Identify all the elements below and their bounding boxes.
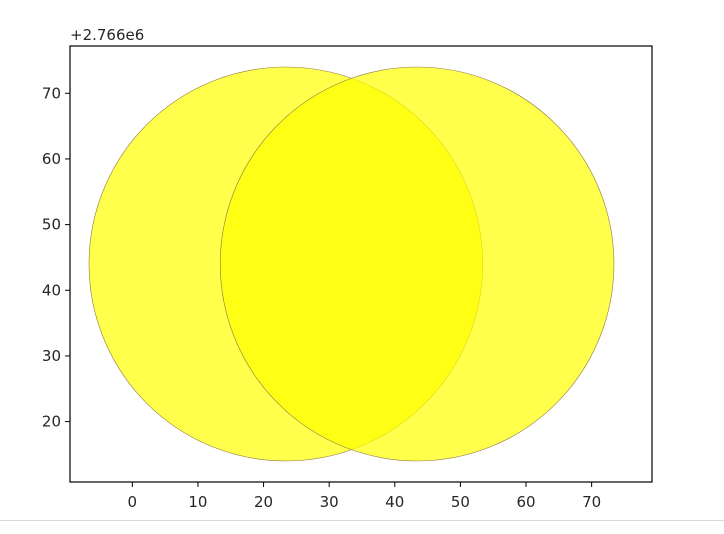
y-offset-label: +2.766e6	[70, 26, 144, 44]
y-tick-label: 40	[42, 281, 61, 299]
axes-frame	[69, 45, 653, 483]
x-tick-label: 30	[320, 493, 339, 511]
x-tick-label: 0	[128, 493, 138, 511]
y-axis: 20 30 40 50 60 70	[42, 84, 70, 431]
x-tick-label: 50	[451, 493, 470, 511]
circles-layer	[88, 66, 615, 462]
divider	[0, 520, 724, 521]
y-tick-label: 30	[42, 347, 61, 365]
circle-2	[219, 66, 615, 462]
x-axis: 0 10 20 30 40 50 60 70	[128, 482, 601, 511]
y-tick-label: 50	[42, 216, 61, 234]
y-tick-label: 20	[42, 413, 61, 431]
y-tick-label: 60	[42, 150, 61, 168]
x-tick-label: 60	[516, 493, 535, 511]
y-tick-label: 70	[42, 84, 61, 102]
x-tick-label: 10	[188, 493, 207, 511]
x-tick-label: 20	[254, 493, 273, 511]
x-tick-label: 70	[582, 493, 601, 511]
x-tick-label: 40	[385, 493, 404, 511]
